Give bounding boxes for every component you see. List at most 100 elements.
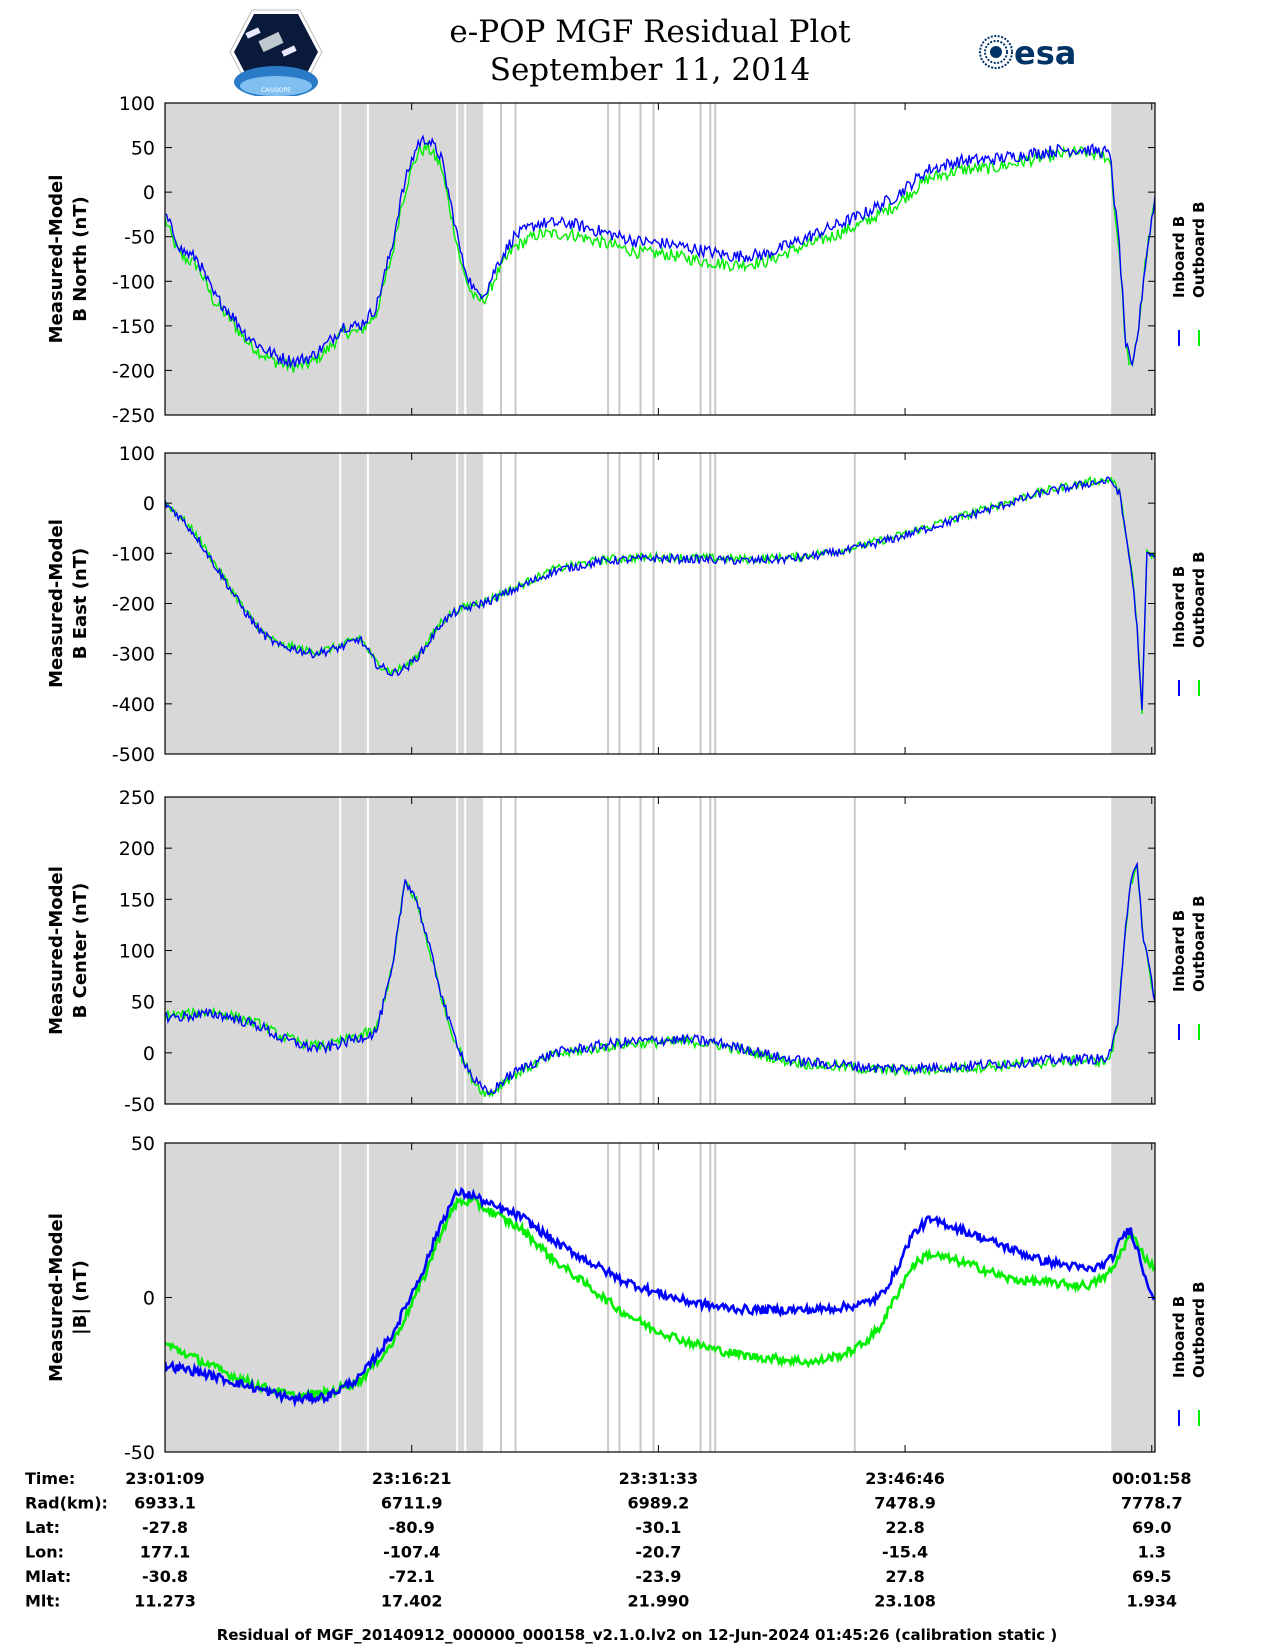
footer-row-value: -30.1 — [635, 1518, 681, 1537]
footer-row-value: -23.9 — [635, 1567, 681, 1586]
y-tick-label: -200 — [112, 360, 155, 382]
y-axis-label-line1: Measured-Model — [46, 1213, 67, 1382]
legend-inboard-label: Inboard B — [1170, 1296, 1188, 1378]
footer-row-label: Lat: — [25, 1518, 60, 1537]
footer-row-value: 21.990 — [628, 1592, 690, 1611]
inboard-series-line — [165, 1186, 1155, 1408]
y-axis-label-line2: B Center (nT) — [70, 883, 91, 1019]
shaded-region — [1111, 453, 1155, 754]
footer-row-value: 177.1 — [140, 1543, 191, 1562]
y-tick-label: -300 — [112, 644, 155, 666]
footer-caption: Residual of MGF_20140912_000000_000158_v… — [217, 1626, 1057, 1644]
footer-row-label: Time: — [25, 1469, 75, 1488]
y-axis-label-line1: Measured-Model — [46, 175, 67, 344]
footer-row-value: 23:31:33 — [619, 1469, 699, 1488]
y-tick-label: 100 — [119, 941, 155, 963]
shaded-region — [1111, 103, 1155, 415]
legend-outboard-label: Outboard B — [1190, 895, 1208, 992]
y-tick-label: 0 — [143, 1288, 155, 1310]
footer-table: Time: 23:01:09 23:16:21 23:31:33 23:46:46 00:… — [25, 1469, 1192, 1644]
outboard-series-line — [165, 475, 1155, 715]
y-tick-label: -50 — [124, 227, 155, 249]
footer-row-value: 1.934 — [1126, 1592, 1177, 1611]
footer-row-value: 6933.1 — [134, 1494, 196, 1513]
footer-row-value: 7778.7 — [1121, 1494, 1183, 1513]
y-tick-label: 0 — [143, 182, 155, 204]
footer-row-value: -107.4 — [383, 1543, 440, 1562]
inboard-series-line — [165, 861, 1155, 1096]
footer-row-label: Mlt: — [25, 1592, 60, 1611]
y-tick-label: 200 — [119, 838, 155, 860]
cassiope-logo: CASSIOPE — [228, 8, 324, 98]
y-tick-label: 50 — [131, 1133, 155, 1155]
y-tick-label: -150 — [112, 316, 155, 338]
y-axis-label-line2: B East (nT) — [70, 548, 91, 660]
footer-row-value: -15.4 — [882, 1543, 928, 1562]
footer-row-value: 00:01:58 — [1112, 1469, 1192, 1488]
footer-row-value: 27.8 — [885, 1567, 924, 1586]
legend-inboard-label: Inboard B — [1170, 910, 1188, 992]
y-axis-label-line1: Measured-Model — [46, 519, 67, 688]
y-tick-label: -100 — [112, 543, 155, 565]
y-axis-label-line2: B North (nT) — [70, 196, 91, 322]
footer-row-label: Lon: — [25, 1543, 64, 1562]
footer-row-value: 1.3 — [1138, 1543, 1166, 1562]
legend-outboard-label: Outboard B — [1190, 201, 1208, 298]
footer-row-value: 6711.9 — [381, 1494, 443, 1513]
y-axis-label: Measured-Model B North (nT) — [46, 175, 91, 344]
footer-row-value: 69.0 — [1132, 1518, 1171, 1537]
footer-row-value: -20.7 — [635, 1543, 681, 1562]
footer-row-label: Rad(km): — [25, 1494, 108, 1513]
shaded-region — [165, 1143, 484, 1452]
y-tick-label: 100 — [119, 443, 155, 465]
footer-row-value: 6989.2 — [628, 1494, 690, 1513]
shaded-region — [1111, 797, 1155, 1104]
legend-inboard-label: Inboard B — [1170, 216, 1188, 298]
y-tick-label: -200 — [112, 594, 155, 616]
y-tick-label: -100 — [112, 271, 155, 293]
plot-frame — [164, 102, 1156, 416]
shaded-region — [165, 797, 484, 1104]
y-tick-label: 50 — [131, 992, 155, 1014]
inboard-series-line — [165, 134, 1155, 370]
y-axis-label: Measured-Model |B| (nT) — [46, 1213, 91, 1382]
footer-row-value: 7478.9 — [874, 1494, 936, 1513]
y-tick-label: 0 — [143, 493, 155, 515]
y-tick-label: 0 — [143, 1043, 155, 1065]
footer-row-value: 23:01:09 — [125, 1469, 205, 1488]
footer-row-value: 23.108 — [874, 1592, 936, 1611]
y-axis-label-line1: Measured-Model — [46, 866, 67, 1035]
y-axis-label-line2: |B| (nT) — [70, 1260, 91, 1335]
footer-row-value: -80.9 — [389, 1518, 435, 1537]
y-tick-label: -50 — [124, 1442, 155, 1464]
y-tick-label: -50 — [124, 1094, 155, 1116]
footer-row-value: 69.5 — [1132, 1567, 1171, 1586]
y-tick-label: 250 — [119, 787, 155, 809]
shaded-region — [1111, 1143, 1155, 1452]
footer-row-value: -30.8 — [142, 1567, 188, 1586]
y-tick-label: 100 — [119, 93, 155, 115]
footer-row-value: 17.402 — [381, 1592, 443, 1611]
esa-logo-text: esa — [1014, 34, 1076, 72]
footer-row-value: 11.273 — [134, 1592, 196, 1611]
footer-row-value: -27.8 — [142, 1518, 188, 1537]
page-subtitle: September 11, 2014 — [489, 52, 811, 88]
shaded-region — [165, 453, 484, 754]
y-tick-label: -500 — [112, 744, 155, 766]
outboard-series-line — [165, 141, 1155, 373]
footer-row-value: -72.1 — [389, 1567, 435, 1586]
y-axis-label: Measured-Model B East (nT) — [46, 519, 91, 688]
panel-1: 100 50 0 -50 -100 -150 -200 -250 Measured-Model B… — [46, 93, 1208, 427]
y-tick-label: -250 — [112, 405, 155, 427]
y-axis-label: Measured-Model B Center (nT) — [46, 866, 91, 1035]
legend-outboard-label: Outboard B — [1190, 551, 1208, 648]
cassiope-logo-text: CASSIOPE — [261, 87, 291, 94]
inboard-series-line — [165, 476, 1155, 711]
legend-outboard-label: Outboard B — [1190, 1281, 1208, 1378]
footer-row-value: 22.8 — [885, 1518, 924, 1537]
panel-3: 250 200 150 100 50 0 -50 Measured-Model B Center… — [46, 787, 1208, 1116]
footer-row-label: Mlat: — [25, 1567, 71, 1586]
y-tick-label: 150 — [119, 889, 155, 911]
page-title: e-POP MGF Residual Plot — [449, 14, 851, 50]
